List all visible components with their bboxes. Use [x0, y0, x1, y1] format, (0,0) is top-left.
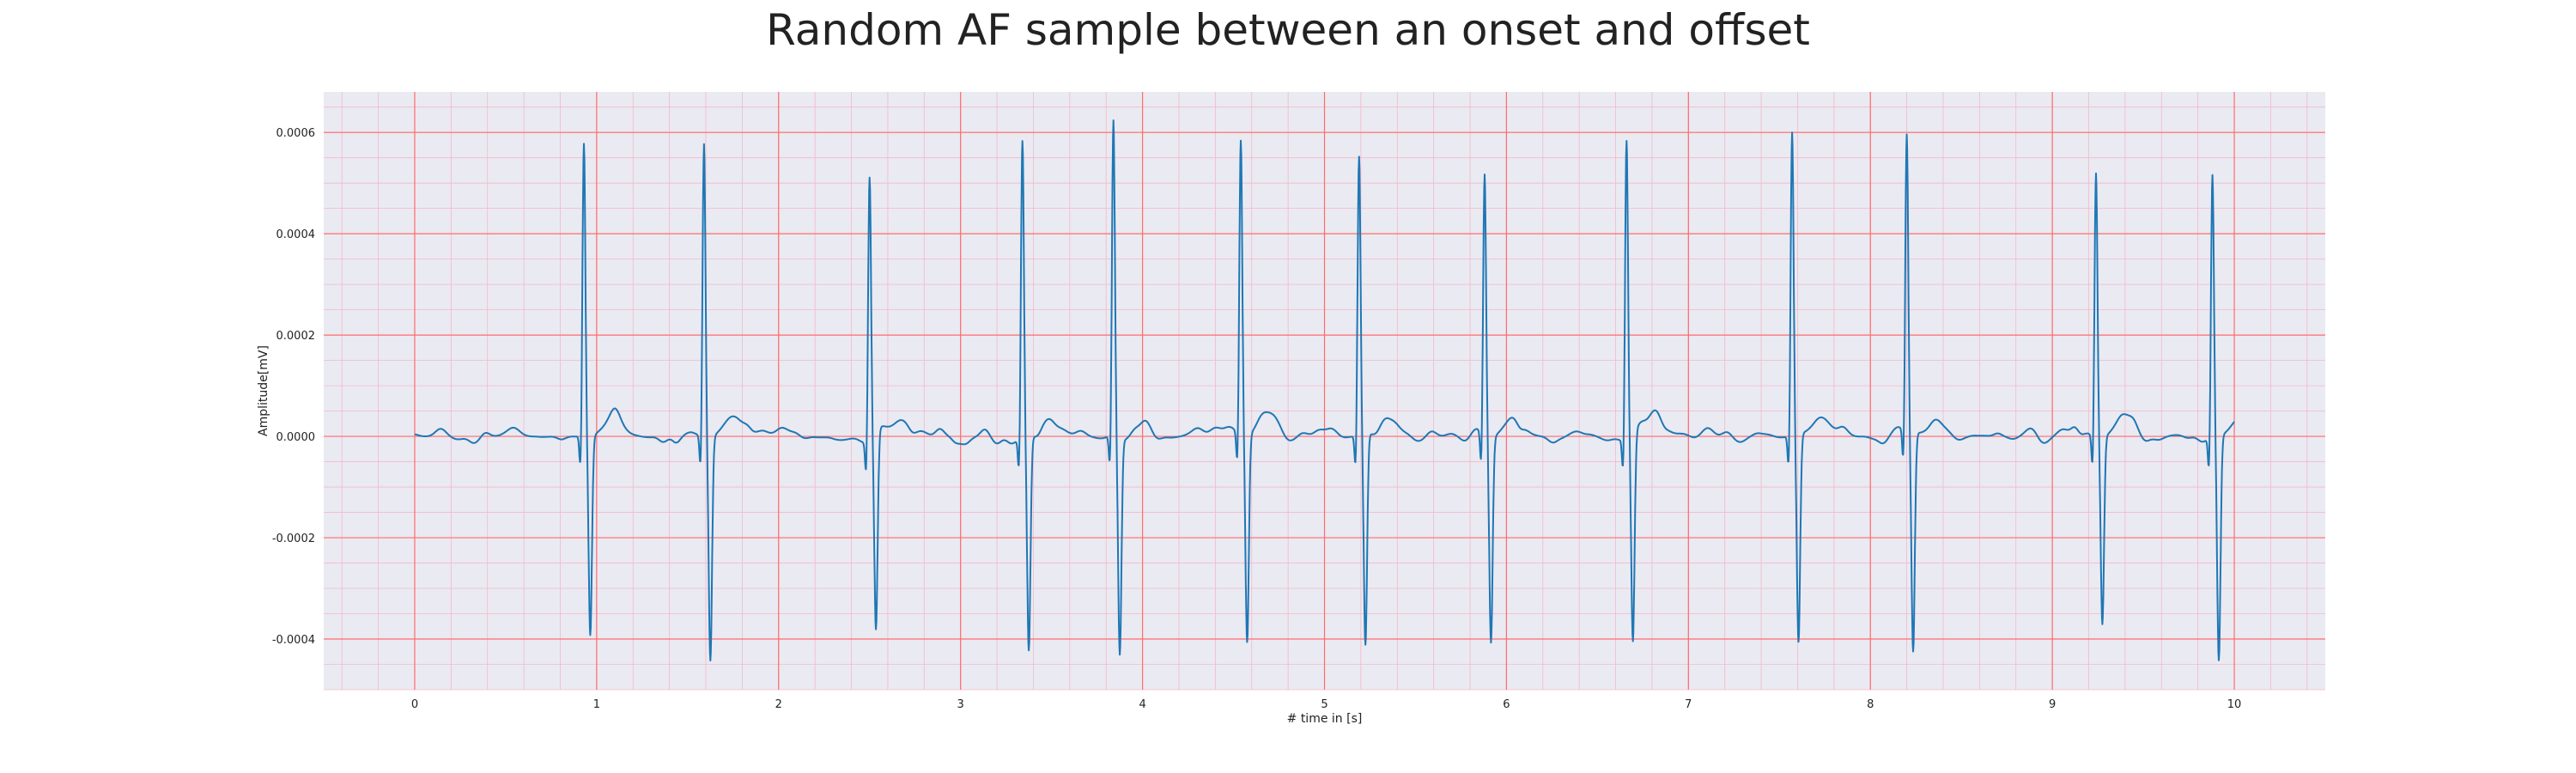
y-tick-label: 0.0000: [276, 431, 316, 444]
y-axis-label: Amplitude[mV]: [257, 345, 270, 436]
x-tick-label: 6: [1503, 698, 1510, 711]
x-tick-label: 5: [1321, 698, 1327, 711]
x-tick-label: 9: [2049, 698, 2056, 711]
x-tick-label: 8: [1867, 698, 1874, 711]
ecg-signal-line: [414, 119, 2235, 662]
y-tick-label: 0.0004: [276, 228, 316, 241]
y-tick-label: -0.0004: [272, 634, 315, 647]
x-tick-label: 2: [775, 698, 782, 711]
x-tick-label: 4: [1139, 698, 1145, 711]
chart-title: Random AF sample between an onset and of…: [766, 5, 1810, 55]
x-tick-label: 3: [957, 698, 964, 711]
y-tick-label: 0.0006: [276, 127, 316, 140]
x-axis-label: # time in [s]: [1287, 712, 1363, 726]
y-tick-label: 0.0002: [276, 330, 316, 343]
x-tick-label: 1: [593, 698, 600, 711]
y-tick-label: -0.0002: [272, 533, 315, 545]
x-tick-label: 7: [1685, 698, 1692, 711]
x-tick-label: 10: [2227, 698, 2242, 711]
x-tick-label: 0: [411, 698, 418, 711]
